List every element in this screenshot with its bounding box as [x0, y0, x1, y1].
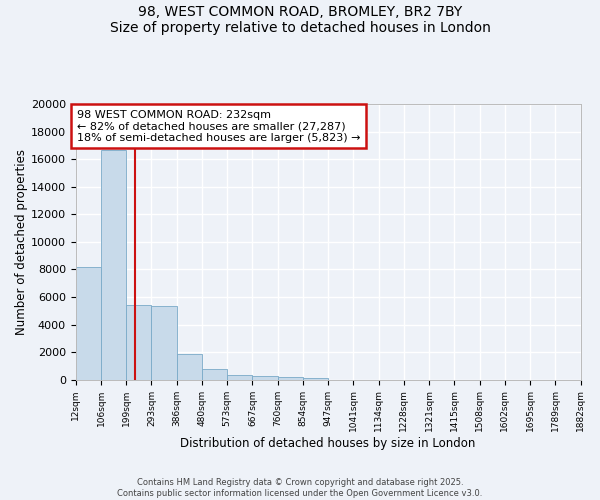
- Bar: [151, 306, 176, 380]
- Bar: [253, 376, 278, 380]
- Text: Contains HM Land Registry data © Crown copyright and database right 2025.
Contai: Contains HM Land Registry data © Crown c…: [118, 478, 482, 498]
- Bar: [278, 377, 303, 380]
- Bar: [76, 266, 101, 380]
- Bar: [227, 375, 253, 380]
- X-axis label: Distribution of detached houses by size in London: Distribution of detached houses by size …: [181, 437, 476, 450]
- Bar: [126, 305, 151, 380]
- Text: 98, WEST COMMON ROAD, BROMLEY, BR2 7BY
Size of property relative to detached hou: 98, WEST COMMON ROAD, BROMLEY, BR2 7BY S…: [110, 5, 490, 35]
- Bar: [101, 150, 126, 380]
- Text: 98 WEST COMMON ROAD: 232sqm
← 82% of detached houses are smaller (27,287)
18% of: 98 WEST COMMON ROAD: 232sqm ← 82% of det…: [77, 110, 361, 143]
- Bar: [202, 368, 227, 380]
- Y-axis label: Number of detached properties: Number of detached properties: [15, 149, 28, 335]
- Bar: [303, 378, 328, 380]
- Bar: [176, 354, 202, 380]
